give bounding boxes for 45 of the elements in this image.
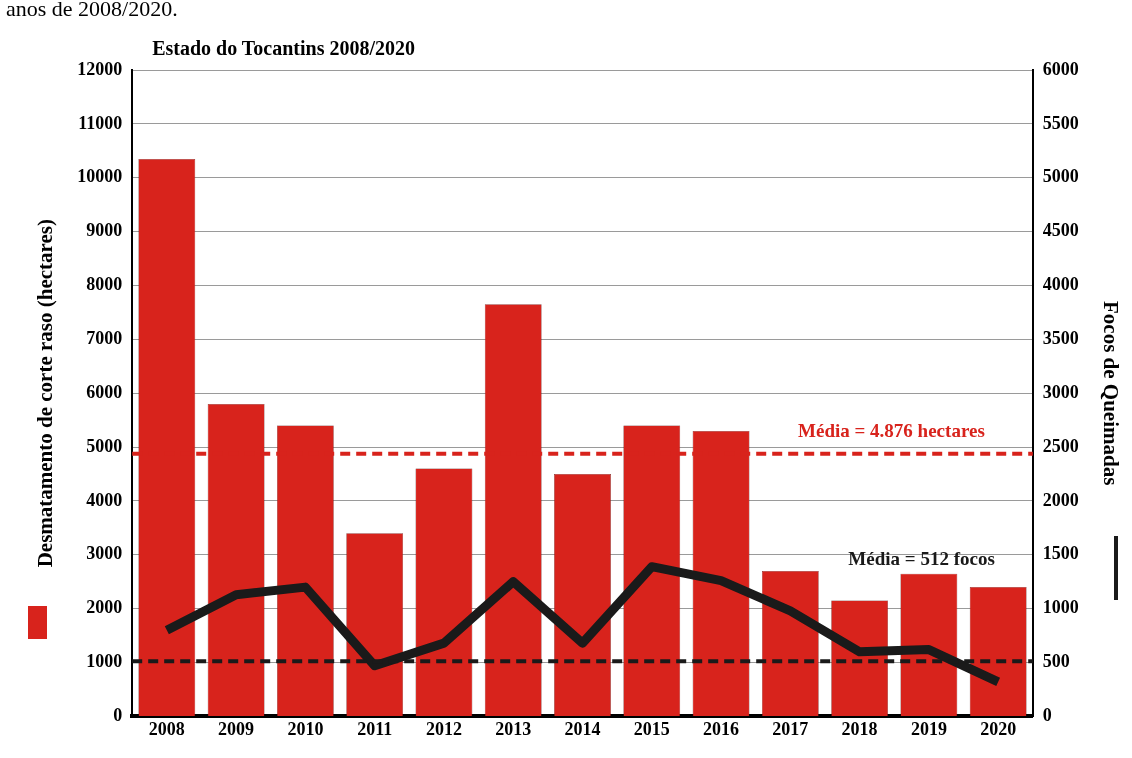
y2-tick-label: 6000 <box>1042 58 1079 79</box>
ref-line-label: Média = 4.876 hectares <box>798 420 985 442</box>
y2-tick-label: 4500 <box>1042 220 1079 241</box>
x-tick-label: 2020 <box>980 718 1017 739</box>
x-tick-label: 2012 <box>425 718 462 739</box>
y-tick-label: 9000 <box>86 220 123 241</box>
y2-tick-label: 500 <box>1042 651 1070 672</box>
y-tick-label: 11000 <box>78 112 123 133</box>
x-tick-label: 2017 <box>772 718 809 739</box>
x-tick-label: 2018 <box>841 718 878 739</box>
chart-title: Estado do Tocantins 2008/2020 <box>152 37 416 60</box>
y-tick-label: 10000 <box>77 166 123 187</box>
x-tick-label: 2009 <box>218 718 255 739</box>
x-tick-label: 2014 <box>564 718 601 739</box>
x-tick-label: 2015 <box>633 718 670 739</box>
text: anos de 2008/2020. <box>6 0 178 22</box>
y2-tick-label: 1000 <box>1042 597 1079 618</box>
x-tick-label: 2008 <box>148 718 185 739</box>
y-tick-label: 12000 <box>77 58 123 79</box>
y2-tick-label: 2500 <box>1042 435 1079 456</box>
y2-tick-label: 3500 <box>1042 327 1079 348</box>
y2-axis-title: Focos de Queimadas <box>1098 301 1123 486</box>
x-tick-label: 2019 <box>910 718 947 739</box>
y2-tick-label: 4000 <box>1042 274 1079 295</box>
y-tick-label: 3000 <box>86 543 123 564</box>
y2-tick-label: 3000 <box>1042 381 1079 402</box>
y2-tick-label: 2000 <box>1042 489 1079 510</box>
y-tick-label: 8000 <box>86 274 123 295</box>
y2-tick-label: 5000 <box>1042 166 1079 187</box>
x-tick-label: 2016 <box>703 718 740 739</box>
y-tick-label: 0 <box>113 705 123 726</box>
x-tick-label: 2010 <box>287 718 324 739</box>
y2-tick-label: 5500 <box>1042 112 1079 133</box>
ref-line-label: Média = 512 focos <box>848 547 995 569</box>
x-tick-label: 2013 <box>495 718 532 739</box>
y-tick-label: 1000 <box>86 651 123 672</box>
y2-tick-label: 0 <box>1042 705 1052 726</box>
y-tick-label: 6000 <box>86 381 123 402</box>
y2-tick-label: 1500 <box>1042 543 1079 564</box>
y-tick-label: 5000 <box>86 435 123 456</box>
x-tick-label: 2011 <box>357 718 393 739</box>
y-tick-label: 7000 <box>86 327 123 348</box>
y-tick-label: 2000 <box>86 597 123 618</box>
y-tick-label: 4000 <box>86 489 123 510</box>
y-axis-title: Desmatamento de corte raso (hectares) <box>33 219 58 568</box>
